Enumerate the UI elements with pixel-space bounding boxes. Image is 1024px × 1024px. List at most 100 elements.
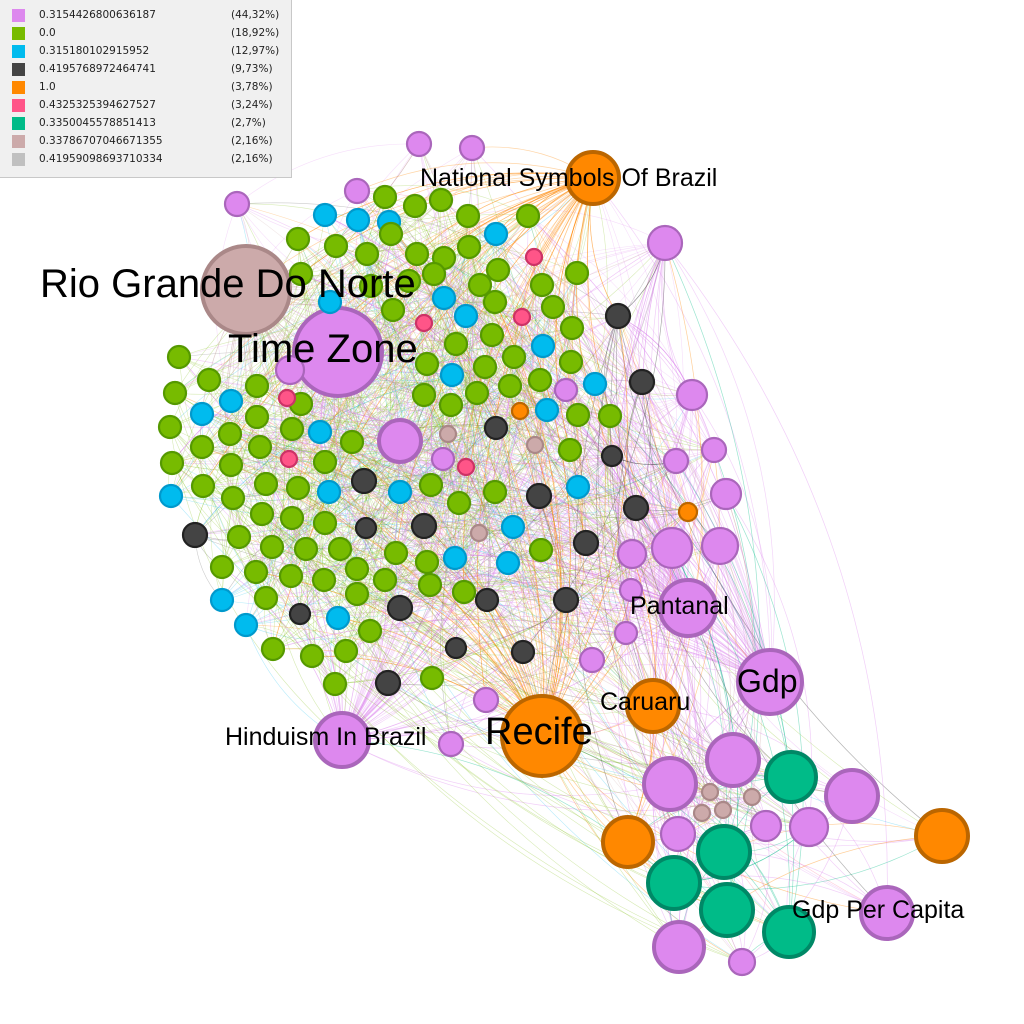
graph-edge — [291, 517, 543, 737]
graph-node — [529, 272, 555, 298]
graph-node — [527, 367, 553, 393]
graph-edge — [245, 624, 371, 640]
graph-node — [166, 344, 192, 370]
graph-node — [472, 686, 500, 714]
legend-value: 0.3154426800636187 — [39, 9, 156, 21]
graph-edge — [311, 253, 382, 657]
graph-edge — [395, 242, 666, 554]
graph-edge — [429, 571, 689, 609]
graph-edge — [341, 361, 572, 741]
graph-edge — [240, 289, 336, 685]
graph-node — [525, 482, 553, 510]
graph-edge — [256, 238, 299, 387]
graph-nodes — [157, 130, 970, 977]
graph-node — [357, 618, 383, 644]
graph-edge — [652, 705, 853, 797]
graph-edge — [245, 601, 771, 683]
graph-node — [372, 184, 398, 210]
graph-node — [700, 526, 740, 566]
graph-edge — [539, 379, 689, 609]
graph-node — [439, 362, 465, 388]
graph-edge — [630, 589, 792, 778]
graph-edge — [447, 433, 771, 683]
graph-edge — [527, 215, 673, 549]
graph-edge — [291, 428, 457, 649]
graph-node — [438, 392, 464, 418]
graph-node — [259, 534, 285, 560]
graph-edge — [323, 579, 524, 653]
graph-edge — [527, 215, 643, 383]
graph-edge — [630, 589, 767, 827]
graph-edge — [625, 449, 715, 634]
graph-edge — [423, 525, 632, 591]
graph-edge — [290, 280, 410, 577]
graph-node — [500, 694, 584, 778]
legend-swatch — [12, 134, 25, 148]
graph-edge — [366, 253, 543, 737]
graph-edge — [569, 449, 627, 634]
graph-node — [700, 436, 728, 464]
graph-node — [279, 505, 305, 531]
graph-node — [749, 809, 783, 843]
graph-node — [218, 388, 244, 414]
graph-edge — [538, 495, 689, 519]
graph-node — [762, 905, 816, 959]
graph-edge — [230, 403, 579, 466]
graph-edge — [423, 394, 460, 504]
graph-edge — [335, 245, 453, 376]
graph-edge — [463, 542, 587, 593]
legend-percent: (12,97%) — [231, 45, 280, 57]
graph-edge — [230, 464, 543, 737]
graph-edge — [431, 606, 689, 679]
graph-edge — [418, 143, 643, 383]
graph-node — [628, 368, 656, 396]
graph-edge — [208, 379, 521, 426]
graph-edge — [423, 322, 593, 661]
graph-edge — [465, 177, 594, 468]
graph-node — [162, 380, 188, 406]
graph-edge — [458, 345, 544, 504]
graph-node — [642, 756, 698, 812]
label-gdp: Gdp — [737, 663, 797, 699]
graph-edge — [230, 177, 594, 466]
graph-node — [279, 416, 305, 442]
graph-node — [437, 730, 465, 758]
legend-percent: (3,24%) — [231, 99, 273, 111]
graph-node — [299, 643, 325, 669]
graph-edge — [221, 253, 368, 568]
graph-node — [515, 203, 541, 229]
graph-edge — [390, 233, 453, 376]
graph-edge — [341, 599, 567, 741]
graph-edge — [390, 233, 497, 429]
graph-node — [559, 315, 585, 341]
graph-edge — [230, 233, 497, 402]
graph-edge — [341, 532, 480, 741]
graph-edge — [291, 400, 715, 451]
graph-edge — [365, 385, 511, 529]
graph-edge — [497, 269, 693, 396]
graph-node — [675, 378, 709, 412]
graph-edge — [388, 221, 544, 737]
graph-edge — [202, 441, 353, 487]
graph-edge — [356, 458, 444, 570]
graph-edge — [384, 579, 689, 624]
graph-node — [597, 403, 623, 429]
graph-edge — [447, 433, 673, 549]
graph-edge — [519, 410, 689, 609]
graph-edge — [571, 327, 677, 462]
graph-edge — [423, 409, 548, 527]
graph-node — [540, 294, 566, 320]
graph-edge — [426, 363, 467, 468]
graph-edge — [345, 532, 480, 652]
graph-edge — [467, 215, 633, 555]
graph-edge — [431, 606, 689, 679]
graph-edge — [245, 289, 593, 661]
graph-node — [311, 567, 337, 593]
graph-edge — [341, 381, 643, 741]
graph-edge — [630, 589, 810, 828]
graph-edge — [232, 497, 675, 884]
graph-edge — [339, 458, 444, 550]
graph-edge — [454, 389, 567, 559]
graph-edge — [658, 242, 721, 547]
